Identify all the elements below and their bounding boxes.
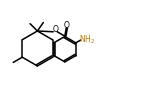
Text: O: O [52, 25, 58, 34]
Text: NH$_2$: NH$_2$ [79, 33, 95, 46]
Text: O: O [64, 21, 70, 30]
